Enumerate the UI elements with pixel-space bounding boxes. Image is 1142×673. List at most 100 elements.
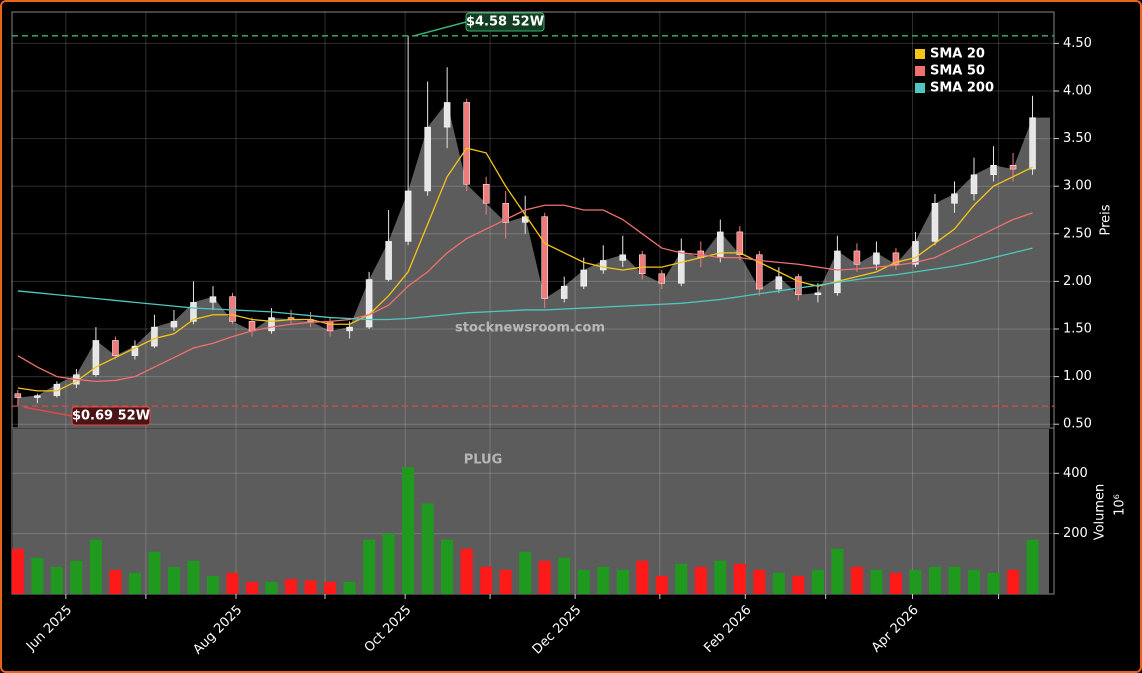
volume-bar bbox=[831, 548, 844, 594]
candle-body bbox=[229, 296, 236, 322]
legend-label: SMA 50 bbox=[930, 64, 985, 79]
candle-body bbox=[580, 269, 587, 287]
y-tick-label: 1.50 bbox=[1063, 321, 1092, 336]
x-tick-label: Apr 2026 bbox=[869, 603, 922, 656]
volume-bar bbox=[324, 581, 337, 594]
volume-bar bbox=[265, 581, 278, 594]
candle-body bbox=[756, 254, 763, 290]
volume-bar bbox=[733, 563, 746, 594]
volume-bar bbox=[70, 560, 83, 594]
volume-bar bbox=[246, 581, 259, 594]
candle-body bbox=[502, 203, 509, 223]
volume-bar bbox=[967, 569, 980, 594]
legend-swatch bbox=[915, 83, 925, 93]
volume-bar bbox=[519, 551, 532, 594]
y-tick-label: 200 bbox=[1063, 526, 1088, 541]
legend-swatch bbox=[915, 66, 925, 76]
volume-bar bbox=[441, 539, 454, 594]
candle-body bbox=[951, 193, 958, 204]
volume-bar bbox=[636, 560, 649, 594]
volume-bar bbox=[655, 575, 668, 594]
candle-body bbox=[14, 393, 22, 398]
price-axis-label: Preis bbox=[1099, 204, 1114, 235]
sma-line bbox=[17, 247, 1033, 321]
candle-body bbox=[560, 285, 568, 299]
y-tick-label: 4.50 bbox=[1063, 36, 1092, 51]
x-tick-label: Aug 2025 bbox=[190, 603, 245, 658]
candle-body bbox=[658, 273, 666, 284]
candle-body bbox=[385, 241, 392, 280]
candle-body bbox=[678, 250, 685, 284]
candle-body bbox=[424, 126, 431, 192]
volume-bar bbox=[285, 578, 298, 594]
candle-body bbox=[209, 296, 217, 303]
volume-bar bbox=[772, 572, 785, 594]
y-tick-label: 400 bbox=[1063, 466, 1088, 481]
volume-bar bbox=[402, 467, 415, 594]
volume-bar bbox=[89, 539, 102, 594]
candle-body bbox=[190, 302, 197, 322]
annotation-box bbox=[465, 12, 545, 32]
candle-body bbox=[541, 216, 548, 299]
volume-bar bbox=[206, 575, 219, 594]
legend-label: SMA 20 bbox=[930, 47, 985, 62]
candle-body bbox=[346, 326, 353, 332]
volume-bar bbox=[714, 560, 727, 594]
sma-line bbox=[17, 204, 1033, 383]
volume-bar bbox=[460, 548, 473, 594]
volume-bar bbox=[343, 581, 356, 594]
annotation-arrow bbox=[23, 406, 73, 417]
candle-body bbox=[112, 340, 119, 356]
volume-bar bbox=[128, 572, 141, 594]
y-tick-label: 3.50 bbox=[1063, 131, 1092, 146]
volume-bar bbox=[909, 569, 922, 594]
candle-body bbox=[443, 102, 451, 128]
annotation-box bbox=[71, 406, 151, 426]
volume-bar bbox=[382, 533, 395, 594]
volume-bar bbox=[109, 569, 122, 594]
sma-line bbox=[17, 147, 1033, 392]
volume-bar bbox=[675, 563, 688, 594]
volume-bar bbox=[187, 560, 200, 594]
candle-body bbox=[365, 279, 373, 328]
y-tick-label: 3.00 bbox=[1063, 179, 1092, 194]
volume-bar bbox=[421, 503, 434, 594]
candle-body bbox=[1029, 117, 1036, 170]
candle-body bbox=[931, 203, 939, 242]
volume-bar bbox=[31, 557, 44, 594]
volume-bar bbox=[987, 572, 1000, 594]
candle-body bbox=[795, 276, 802, 295]
price-area bbox=[17, 102, 1051, 428]
y-tick-label: 0.50 bbox=[1063, 417, 1092, 432]
symbol-watermark: PLUG bbox=[464, 453, 503, 468]
volume-bar bbox=[889, 572, 902, 594]
annotation-arrow bbox=[413, 21, 467, 37]
volume-bar bbox=[694, 566, 707, 594]
candle-body bbox=[599, 260, 607, 271]
volume-bar bbox=[928, 566, 941, 594]
annotation-label: $0.69 52W bbox=[72, 409, 150, 424]
y-tick-label: 2.50 bbox=[1063, 226, 1092, 241]
volume-bar bbox=[792, 575, 805, 594]
y-tick-label: 1.00 bbox=[1063, 369, 1092, 384]
candle-body bbox=[92, 340, 100, 375]
candle-body bbox=[814, 292, 822, 295]
candle-body bbox=[736, 231, 744, 255]
candle-body bbox=[131, 345, 139, 356]
candle-body bbox=[912, 241, 919, 265]
volume-bar bbox=[11, 548, 24, 594]
candle-body bbox=[990, 165, 997, 176]
x-tick-label: Oct 2025 bbox=[362, 603, 415, 656]
annotation-label: $4.58 52W bbox=[466, 15, 544, 30]
volume-bar bbox=[811, 569, 824, 594]
candle-body bbox=[326, 321, 334, 332]
volume-bar bbox=[480, 566, 493, 594]
candle-body bbox=[834, 250, 841, 294]
volume-bar bbox=[753, 569, 766, 594]
candle-body bbox=[404, 190, 412, 242]
volume-bar bbox=[363, 539, 376, 594]
candle-body bbox=[873, 252, 880, 265]
volume-bar bbox=[499, 569, 512, 594]
legend-swatch bbox=[915, 49, 925, 59]
